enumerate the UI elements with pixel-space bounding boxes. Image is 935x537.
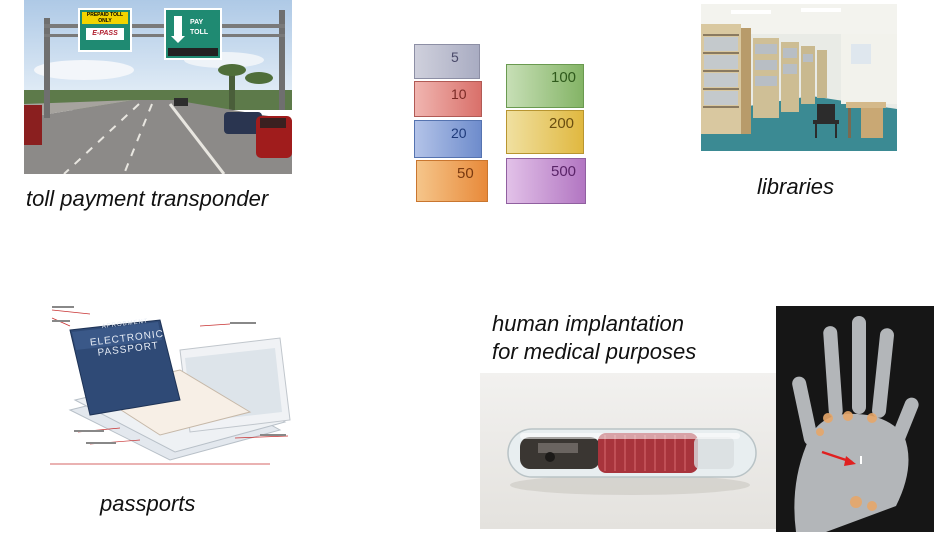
- prepaid-line2: ONLY: [98, 18, 112, 24]
- caption-medical-line1: human implantation: [492, 311, 685, 336]
- rfid-implant-capsule-photo: [480, 373, 776, 529]
- toll-road-photo: PREPAID TOLL ONLY E-PASS PAY TOLL: [24, 0, 292, 174]
- library-photo: [701, 4, 897, 151]
- pay-toll-line2: TOLL: [190, 29, 209, 36]
- banknote-20-value: 20: [451, 125, 467, 141]
- caption-passports: passports: [100, 491, 196, 516]
- banknote-20: 20: [414, 120, 482, 158]
- banknote-50-value: 50: [457, 165, 474, 182]
- banknote-10: 10: [414, 81, 482, 117]
- hand-xray-image: [776, 306, 934, 532]
- caption-toll: toll payment transponder: [26, 186, 269, 211]
- pay-toll-arrow-icon: [170, 14, 186, 44]
- banknote-200-value: 200: [549, 115, 575, 132]
- banknote-100-value: 100: [551, 69, 577, 86]
- banknote-5-value: 5: [451, 49, 459, 65]
- epass-logo: E-PASS: [86, 28, 124, 40]
- prepaid-toll-sign: PREPAID TOLL ONLY E-PASS: [78, 8, 132, 52]
- banknote-100: 100: [506, 64, 584, 108]
- caption-libraries: libraries: [757, 174, 835, 199]
- banknote-200: 200: [506, 110, 584, 154]
- pay-toll-sign: PAY TOLL: [164, 8, 222, 60]
- banknote-500: 500: [506, 158, 586, 204]
- banknote-10-value: 10: [451, 86, 467, 102]
- caption-medical-line2: for medical purposes: [492, 339, 697, 364]
- pay-toll-line1: PAY: [190, 19, 204, 26]
- banknote-50: 50: [416, 160, 488, 202]
- euro-banknotes-image: 5 10 20 50 100 200 500: [414, 44, 586, 204]
- electronic-passport-image: APROBMENT ELECTRONIC PASSPORT: [30, 300, 300, 472]
- banknote-500-value: 500: [551, 163, 577, 180]
- prepaid-line1: PREPAID TOLL: [86, 12, 124, 18]
- banknote-5: 5: [414, 44, 480, 79]
